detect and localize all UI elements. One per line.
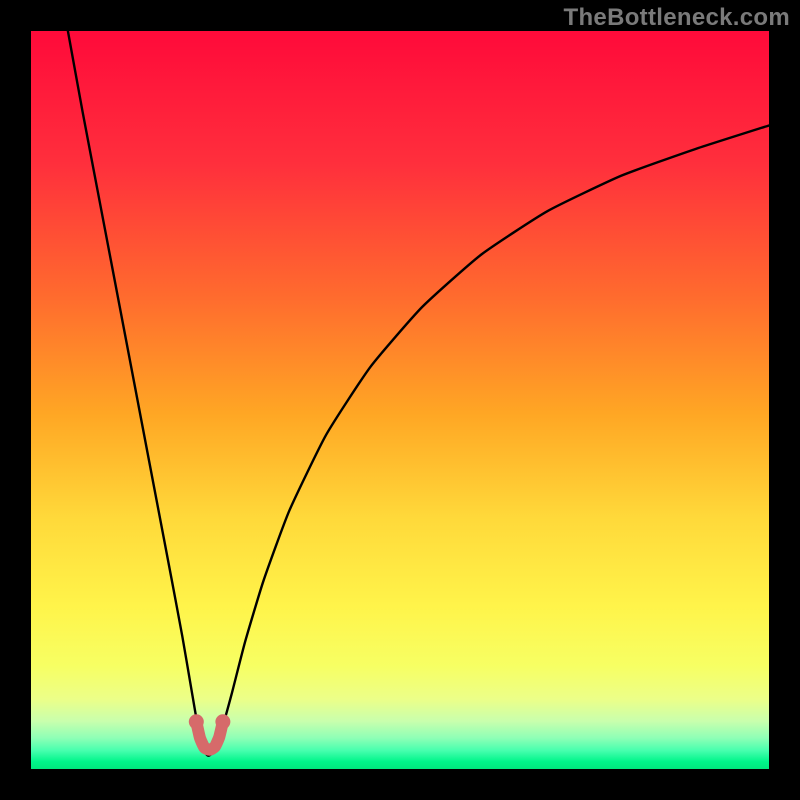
highlight-end-dot <box>215 714 230 729</box>
highlight-end-dot <box>189 714 204 729</box>
figure: TheBottleneck.com <box>0 0 800 800</box>
watermark-text: TheBottleneck.com <box>564 4 790 32</box>
plot-background <box>31 31 769 769</box>
chart-svg <box>0 0 800 800</box>
